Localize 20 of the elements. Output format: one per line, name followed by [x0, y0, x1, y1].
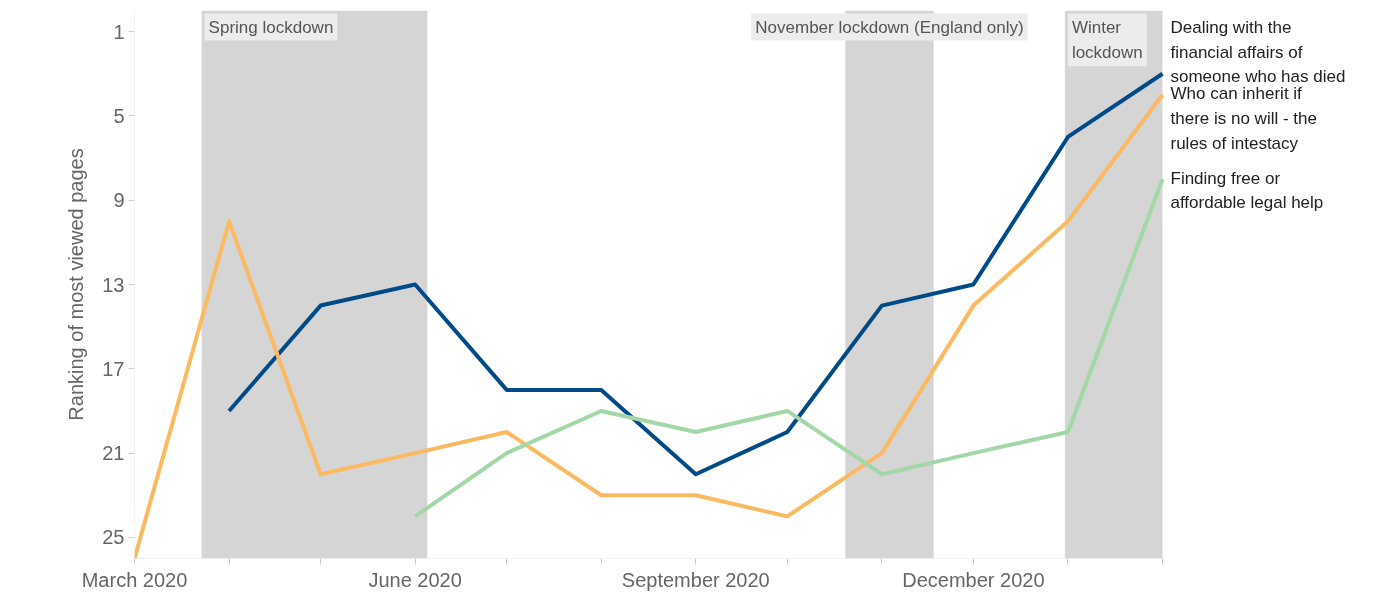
line-series [413, 177, 1165, 519]
x-tick-label: March 2020 [81, 568, 188, 591]
line-series [227, 71, 1165, 477]
x-tick-label: June 2020 [368, 568, 462, 591]
x-tick-label: September 2020 [621, 568, 770, 591]
y-tick-label: 25 [102, 526, 125, 549]
y-tick-label: 21 [102, 442, 125, 465]
band-label: Winter lockdown [1071, 17, 1143, 63]
series-label: Finding free or affordable legal help [1170, 168, 1324, 213]
y-tick-label: 13 [102, 273, 125, 296]
series-label: Dealing with the financial affairs of someone who has died [1170, 17, 1346, 87]
y-tick-label: 9 [113, 189, 125, 212]
series-label: Who can inherit if there is no will - the rules of intestacy [1170, 84, 1317, 153]
y-tick-label: 5 [113, 104, 125, 127]
y-tick-label: 1 [113, 20, 125, 43]
x-tick-label: December 2020 [902, 568, 1045, 591]
y-axis-title: Ranking of most viewed pages [65, 148, 88, 421]
band-label: November lockdown (England only) [755, 17, 1024, 37]
y-tick-label: 17 [102, 357, 125, 380]
band-label: Spring lockdown [208, 17, 334, 37]
